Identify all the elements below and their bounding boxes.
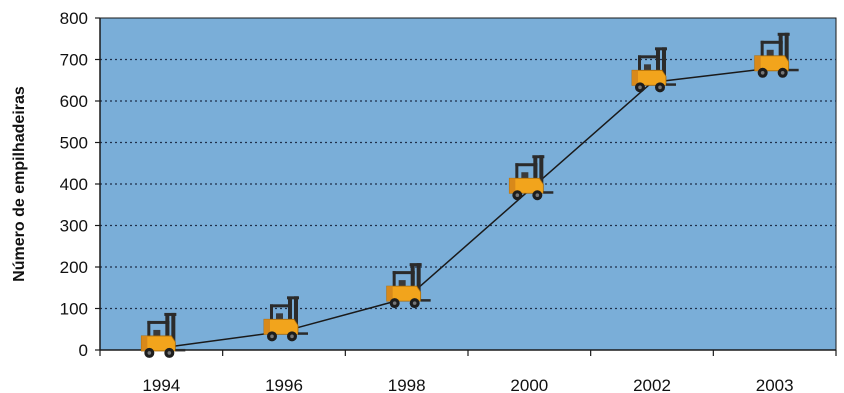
x-tick-label: 2000 [510, 376, 548, 393]
x-tick-label: 2003 [756, 376, 794, 393]
forklift-icon [754, 32, 799, 78]
x-tick-label: 1998 [388, 376, 426, 393]
series-line [161, 67, 775, 349]
forklift-icon [508, 155, 554, 201]
x-tick-label: 2002 [633, 376, 671, 393]
forklift-icon [263, 296, 308, 342]
forklift-markers [140, 32, 799, 358]
y-tick-label: 200 [60, 258, 88, 277]
y-tick-label: 300 [60, 217, 88, 236]
x-tick-label: 1994 [142, 376, 180, 393]
y-axis-label: Número de empilhadeiras [11, 86, 28, 282]
y-tick-label: 600 [60, 92, 88, 111]
y-tick-label: 500 [60, 134, 88, 153]
plot-area [99, 17, 837, 351]
y-tick-label: 800 [60, 9, 88, 28]
forklift-icon [386, 263, 431, 309]
y-tick-label: 700 [60, 51, 88, 70]
forklift-icon [140, 312, 186, 358]
x-tick-labels: 1994 1996 1998 2000 2002 2003 [99, 350, 837, 393]
forklift-icon [631, 47, 676, 93]
y-tick-label: 400 [60, 175, 88, 194]
y-tick-label: 0 [79, 341, 88, 360]
x-tick-label: 1996 [265, 376, 303, 393]
y-tick-label: 100 [60, 300, 88, 319]
y-tick-labels: 0 100 200 300 400 500 600 700 800 [60, 9, 100, 360]
